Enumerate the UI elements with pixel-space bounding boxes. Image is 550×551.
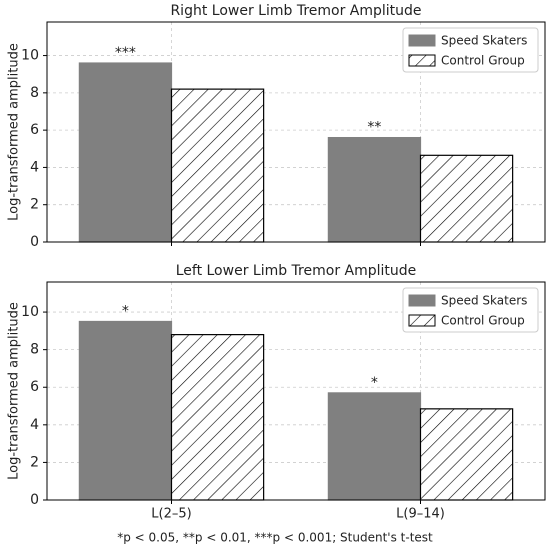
- significance-marker: **: [367, 120, 381, 136]
- y-tick-label: 0: [30, 492, 39, 508]
- y-tick-label: 10: [21, 48, 39, 64]
- y-axis-label: Log-transformed amplitude: [7, 302, 22, 480]
- bar: [419, 154, 514, 243]
- legend-box: [402, 27, 539, 73]
- legend-label: Speed Skaters: [441, 294, 527, 308]
- y-tick-label: 6: [30, 122, 39, 138]
- legend-swatch: [408, 34, 436, 47]
- significance-marker: *: [371, 375, 378, 391]
- footnote: *p < 0.05, **p < 0.01, ***p < 0.001; Stu…: [117, 531, 433, 545]
- legend-swatch: [408, 54, 436, 67]
- significance-marker: *: [122, 303, 129, 319]
- bar: [78, 320, 173, 501]
- plot-frame: [46, 21, 546, 243]
- y-tick-label: 8: [30, 85, 39, 101]
- significance-marker: ***: [115, 45, 136, 61]
- bar: [419, 408, 514, 501]
- legend-label: Speed Skaters: [441, 34, 527, 48]
- y-tick-label: 2: [30, 197, 39, 213]
- legend-swatch: [408, 294, 436, 307]
- bar: [170, 88, 265, 243]
- chart-title: Right Lower Limb Tremor Amplitude: [170, 3, 421, 19]
- y-tick-label: 0: [30, 234, 39, 250]
- legend-box: [402, 287, 539, 333]
- bar: [327, 392, 422, 501]
- y-tick-label: 4: [30, 417, 39, 433]
- x-tick-label: L(2–5): [151, 507, 191, 522]
- y-tick-label: 10: [21, 304, 39, 320]
- x-tick-label: L(9–14): [396, 507, 445, 522]
- y-tick-label: 8: [30, 342, 39, 358]
- plot-frame: [46, 281, 546, 501]
- bar: [170, 334, 265, 501]
- y-tick-label: 4: [30, 159, 39, 175]
- bar: [78, 62, 173, 243]
- legend-label: Control Group: [441, 314, 525, 328]
- bar: [327, 136, 422, 243]
- legend-swatch: [408, 314, 436, 327]
- y-axis-label: Log-transformed amplitude: [7, 43, 22, 221]
- y-tick-label: 2: [30, 454, 39, 470]
- legend-label: Control Group: [441, 54, 525, 68]
- chart-title: Left Lower Limb Tremor Amplitude: [176, 263, 417, 279]
- y-tick-label: 6: [30, 379, 39, 395]
